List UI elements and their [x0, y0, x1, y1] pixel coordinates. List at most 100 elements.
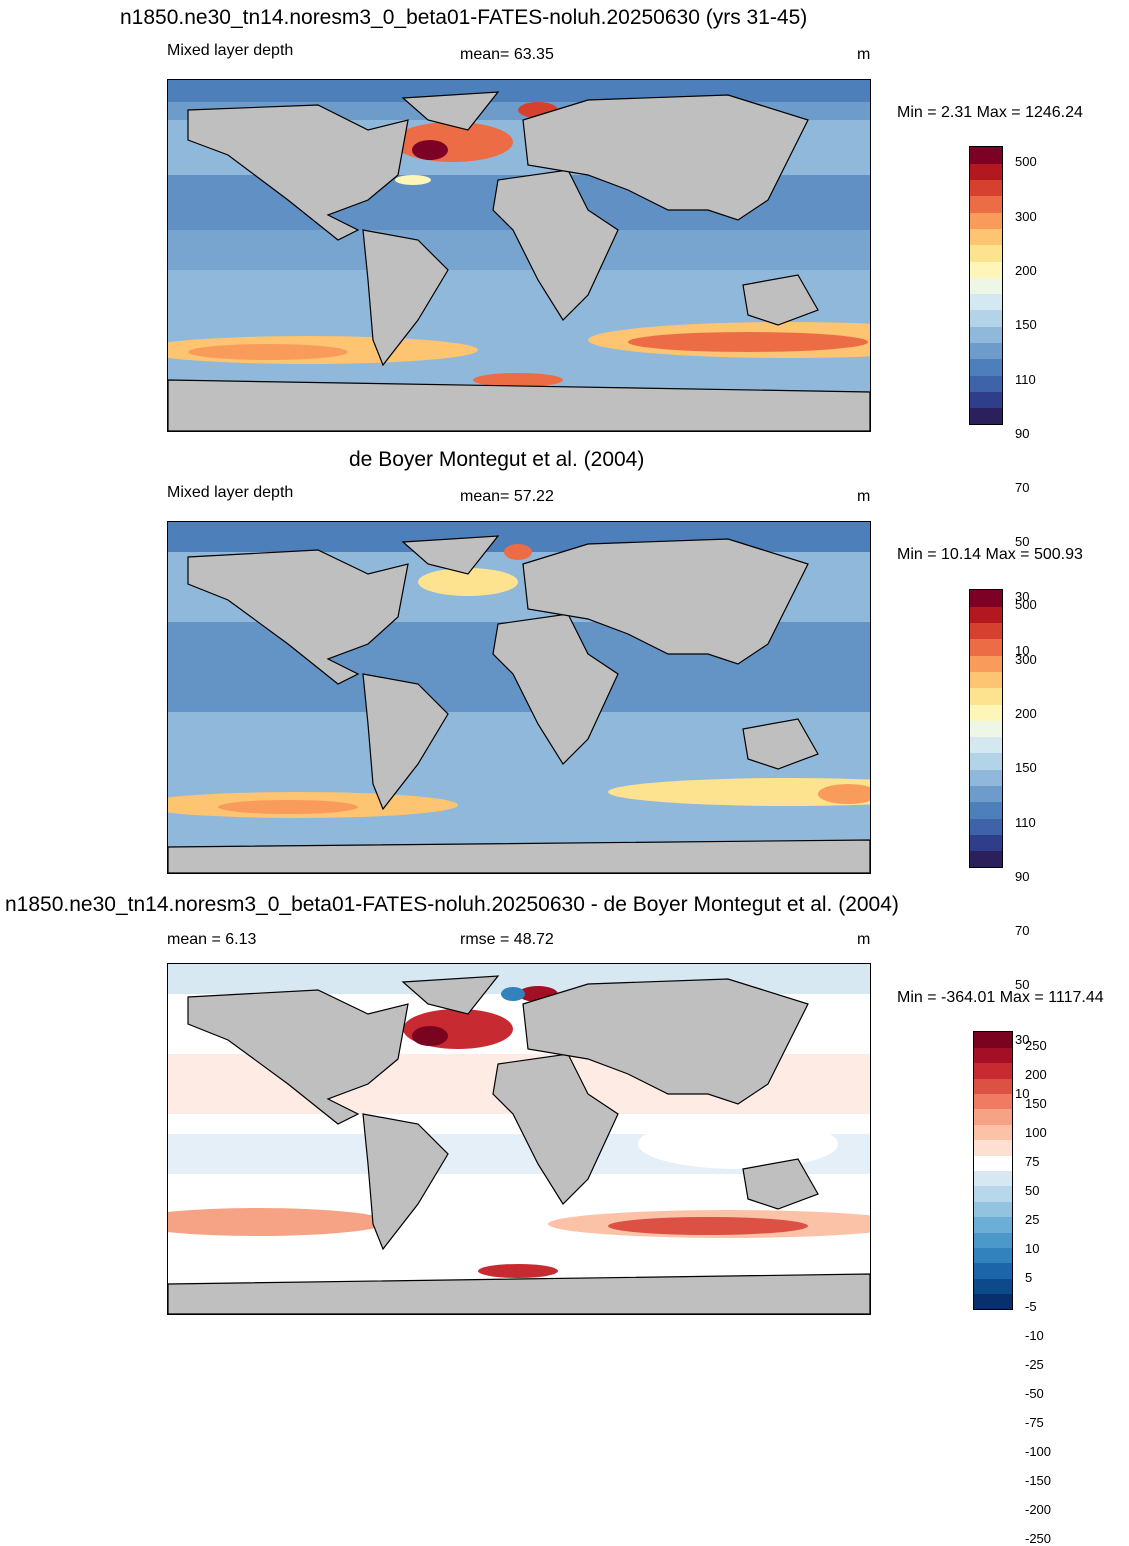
colorbar [973, 1031, 1013, 1310]
colorbar-tick-label: 150 [1015, 317, 1037, 333]
colorbar-swatch [970, 590, 1002, 607]
panel-observation: de Boyer Montegut et al. (2004) Mixed la… [0, 440, 1129, 1101]
colorbar-swatch [970, 834, 1002, 852]
panel-title: n1850.ne30_tn14.noresm3_0_beta01-FATES-n… [120, 6, 808, 29]
map-difference [167, 963, 871, 1315]
colorbar-swatch [974, 1247, 1012, 1264]
colorbar-swatch [970, 655, 1002, 672]
colorbar-swatch [974, 1278, 1012, 1295]
colorbar-tick-label: 70 [1015, 923, 1030, 939]
colorbar-swatch [970, 277, 1002, 295]
colorbar-swatch [970, 244, 1002, 262]
colorbar-swatch [970, 769, 1002, 787]
colorbar-tick-label: 75 [1025, 1154, 1040, 1170]
colorbar-tick-label: -50 [1025, 1385, 1044, 1401]
colorbar-swatch [970, 736, 1002, 754]
panel-title: de Boyer Montegut et al. (2004) [349, 448, 645, 471]
colorbar-swatch [970, 228, 1002, 246]
colorbar-tick-label: 110 [1015, 814, 1036, 830]
colorbar-swatch [970, 687, 1002, 705]
colorbar-tick-label: 10 [1025, 1241, 1040, 1257]
colorbar-tick-label: 300 [1015, 208, 1037, 224]
colorbar-swatch [974, 1093, 1012, 1110]
units-label: m [857, 46, 871, 63]
colorbar-tick-label: 50 [1025, 1183, 1040, 1199]
colorbar-swatch [974, 1047, 1012, 1064]
colorbar-tick-label: 110 [1015, 371, 1036, 387]
colorbar-swatch [974, 1262, 1012, 1279]
colorbar-swatch [970, 720, 1002, 738]
units-label: m [857, 931, 871, 948]
map-field [168, 522, 870, 873]
colorbar-swatch [970, 147, 1002, 164]
colorbar-tick-label: 10 [1015, 643, 1030, 659]
colorbar-swatch [974, 1078, 1012, 1095]
colorbar-tick-label: 5 [1025, 1270, 1033, 1286]
colorbar-tick-label: 250 [1025, 1038, 1047, 1054]
colorbar-swatch [974, 1216, 1012, 1233]
colorbar-swatch [970, 358, 1002, 376]
colorbar-tick-label: -75 [1025, 1414, 1044, 1430]
colorbar [969, 589, 1003, 868]
colorbar-tick-label: 200 [1015, 262, 1037, 278]
colorbar-swatch [974, 1108, 1012, 1125]
map-field [168, 80, 870, 431]
colorbar-tick-label: 10 [1015, 1086, 1030, 1102]
colorbar-swatch [970, 606, 1002, 624]
colorbar-swatch [970, 850, 1002, 868]
panel-title: n1850.ne30_tn14.noresm3_0_beta01-FATES-n… [5, 893, 899, 916]
colorbar-swatch [970, 293, 1002, 311]
colorbar-swatch [974, 1032, 1012, 1048]
colorbar-tick-label: -100 [1025, 1443, 1052, 1459]
colorbar-swatch [970, 671, 1002, 689]
colorbar-swatch [970, 261, 1002, 278]
colorbar-swatch [970, 752, 1002, 770]
colorbar-swatch [970, 195, 1002, 213]
colorbar-swatch [974, 1062, 1012, 1079]
colorbar-tick-label: -150 [1025, 1472, 1052, 1488]
variable-label: Mixed layer depth [167, 484, 294, 501]
colorbar-tick-label: 90 [1015, 425, 1030, 441]
panel-difference: n1850.ne30_tn14.noresm3_0_beta01-FATES-n… [0, 880, 1129, 1546]
colorbar-swatch [970, 375, 1002, 392]
colorbar-swatch [970, 818, 1002, 835]
colorbar-tick-label: -5 [1025, 1299, 1037, 1315]
colorbar-swatch [970, 622, 1002, 640]
map-model [167, 79, 871, 432]
colorbar-swatch [970, 179, 1002, 197]
mean-label: mean= 63.35 [460, 46, 554, 63]
colorbar-tick-label: -200 [1025, 1501, 1052, 1517]
colorbar-swatch [974, 1201, 1012, 1218]
colorbar-swatch [974, 1232, 1012, 1248]
colorbar-swatch [970, 801, 1002, 819]
colorbar-tick-label: 100 [1025, 1125, 1047, 1141]
colorbar-tick-label: 300 [1015, 651, 1037, 667]
colorbar-swatch [974, 1293, 1012, 1310]
colorbar-tick-label: 50 [1015, 534, 1030, 550]
mean-label: mean = 6.13 [167, 931, 257, 948]
colorbar-tick-label: 500 [1015, 154, 1037, 170]
colorbar-swatch [970, 785, 1002, 803]
colorbar-tick-label: -10 [1025, 1328, 1044, 1344]
colorbar-tick-label: 500 [1015, 597, 1037, 613]
colorbar-swatch [974, 1139, 1012, 1156]
colorbar-swatch [974, 1185, 1012, 1202]
colorbar-swatch [970, 704, 1002, 721]
colorbar-swatch [970, 163, 1002, 181]
minmax-label: Min = 10.14 Max = 500.93 [897, 546, 1083, 563]
colorbar-tick-label: 50 [1015, 977, 1030, 993]
units-label: m [857, 488, 871, 505]
colorbar-tick-label: 150 [1015, 760, 1037, 776]
colorbar-swatch [970, 407, 1002, 425]
colorbar-swatch [970, 638, 1002, 656]
colorbar-swatch [974, 1124, 1012, 1141]
map-field [168, 964, 870, 1314]
colorbar-tick-label: -250 [1025, 1530, 1052, 1546]
map-observation [167, 521, 871, 874]
colorbar-swatch [974, 1155, 1012, 1171]
colorbar-tick-label: 30 [1015, 1031, 1030, 1047]
colorbar-tick-label: 200 [1025, 1067, 1047, 1083]
colorbar [969, 146, 1003, 425]
colorbar-tick-label: 70 [1015, 480, 1030, 496]
colorbar-tick-label: 25 [1025, 1212, 1040, 1228]
